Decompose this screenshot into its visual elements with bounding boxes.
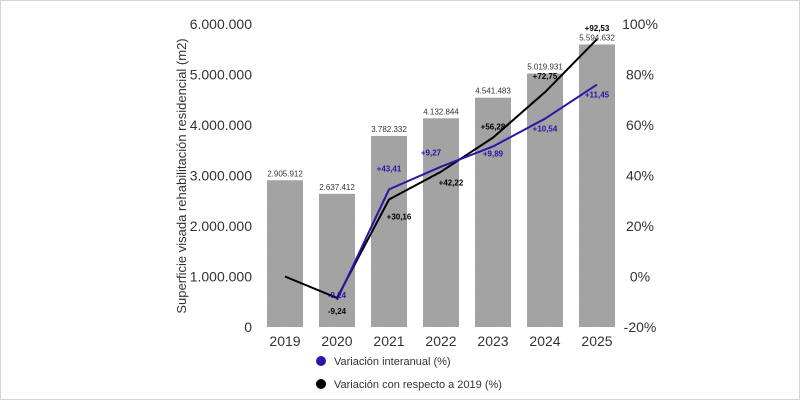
x-tick-label-2023: 2023 xyxy=(477,333,508,349)
y2-tick-label: 40% xyxy=(626,168,654,184)
series-0-label-2021: +43,41 xyxy=(377,164,402,173)
x-tick-label-2024: 2024 xyxy=(529,333,560,349)
y-tick-label: 1.000.000 xyxy=(190,269,252,285)
labels: 2.905.912 2.637.412 3.782.332 4.132.844 4.54… xyxy=(267,24,615,316)
bar-label-2025: 5.594.632 xyxy=(579,33,615,42)
y2-tick-label: 80% xyxy=(626,67,654,83)
series-0-label-2024: +10,54 xyxy=(533,125,558,134)
y2-tick-label: 60% xyxy=(626,117,654,133)
y-tick-label: 2.000.000 xyxy=(190,218,252,234)
y-axis-title: Superficie visada rehabilitación residen… xyxy=(174,38,189,313)
axes: 0 1.000.000 2.000.000 3.000.000 4.000.000 5.0… xyxy=(190,16,658,349)
y2-tick-label: -20% xyxy=(624,319,657,335)
x-tick-label-2020: 2020 xyxy=(321,333,352,349)
legend-marker-0 xyxy=(316,356,326,366)
lines xyxy=(284,38,598,301)
bar-label-2022: 4.132.844 xyxy=(423,107,459,116)
x-tick-label-2025: 2025 xyxy=(581,333,612,349)
legend: Variación interanual (%) Variación con re… xyxy=(316,356,502,391)
bar-label-2021: 3.782.332 xyxy=(371,125,407,134)
bar-2025 xyxy=(579,44,615,328)
bar-2020 xyxy=(319,193,355,327)
x-tick-label-2021: 2021 xyxy=(373,333,404,349)
bar-2019 xyxy=(267,180,303,327)
bar-2021 xyxy=(371,135,407,327)
x-tick-label-2019: 2019 xyxy=(269,333,300,349)
series-0-label-2023: +9,89 xyxy=(483,149,504,158)
bar-label-2023: 4.541.483 xyxy=(475,87,511,96)
series-0-label-2022: +9,27 xyxy=(421,149,442,158)
y2-tick-label: 100% xyxy=(622,16,658,32)
legend-label-0: Variación interanual (%) xyxy=(334,356,451,368)
y-tick-label: 4.000.000 xyxy=(190,117,252,133)
bar-2022 xyxy=(423,118,459,327)
legend-marker-1 xyxy=(316,379,326,389)
series-1-label-2022: +42,22 xyxy=(439,179,464,188)
bar-label-2019: 2.905.912 xyxy=(267,169,303,178)
series-1-label-2025: +92,53 xyxy=(585,24,610,33)
series-1-label-2021: +30,16 xyxy=(387,212,412,221)
bar-2023 xyxy=(475,97,511,327)
series-line-0 xyxy=(336,83,598,301)
y2-tick-label: 0% xyxy=(630,269,650,285)
y-tick-label: 5.000.000 xyxy=(190,67,252,83)
series-1-label-2023: +56,28 xyxy=(481,123,506,132)
series-1-label-2020: -9,24 xyxy=(328,307,347,316)
legend-label-1: Variación con respecto a 2019 (%) xyxy=(334,379,502,391)
bar-label-2024: 5.019.931 xyxy=(527,62,563,71)
series-0-label-2025: +11,45 xyxy=(585,91,610,100)
y2-tick-label: 20% xyxy=(626,218,654,234)
y-tick-label: 3.000.000 xyxy=(190,168,252,184)
series-1-label-2024: +72,75 xyxy=(533,72,558,81)
y-tick-label: 0 xyxy=(244,319,252,335)
y-tick-label: 6.000.000 xyxy=(190,16,252,32)
bars xyxy=(267,44,615,328)
x-tick-label-2022: 2022 xyxy=(425,333,456,349)
bar-2024 xyxy=(527,73,563,327)
bar-label-2020: 2.637.412 xyxy=(319,183,355,192)
series-0-label-2020: -9,24 xyxy=(328,291,347,300)
